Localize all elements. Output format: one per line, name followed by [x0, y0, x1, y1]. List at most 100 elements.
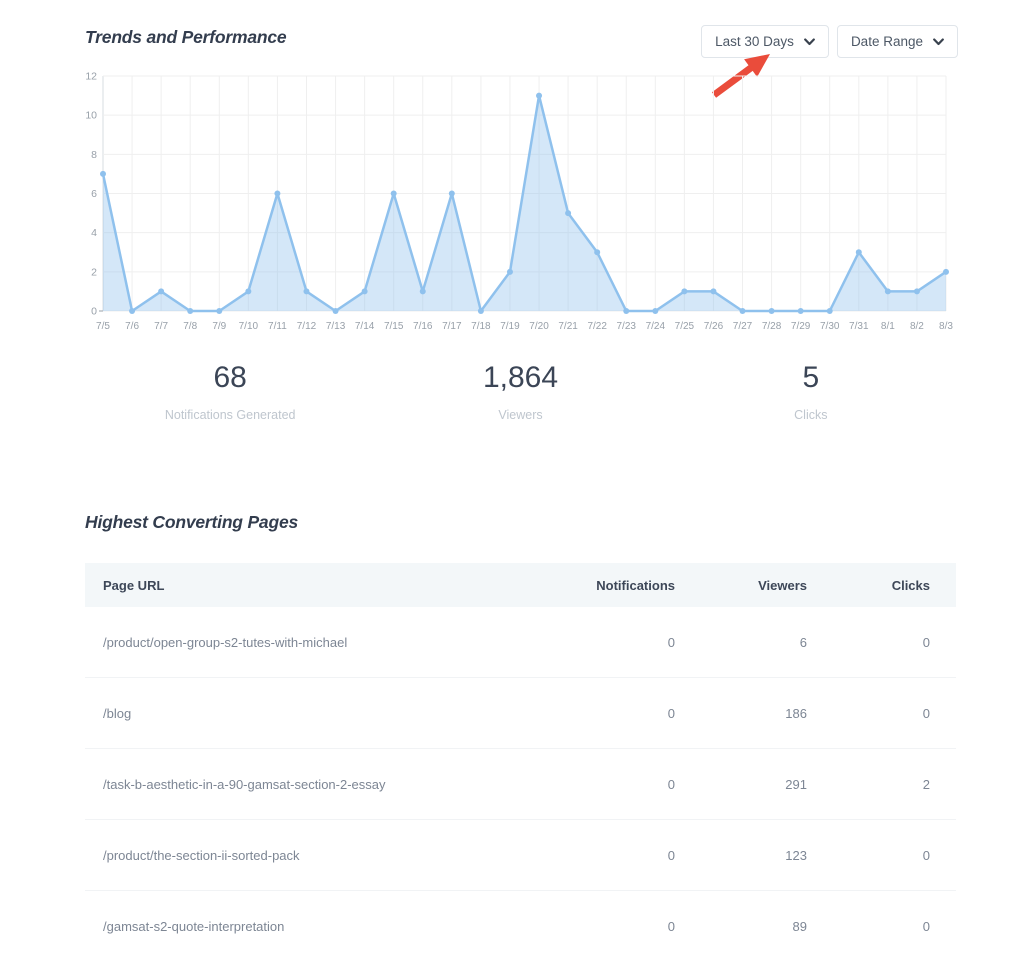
data-point — [797, 308, 804, 314]
filter-controls: Last 30 Days Date Range — [701, 25, 958, 58]
chevron-down-icon — [804, 37, 815, 45]
x-axis-tick-label: 7/11 — [268, 321, 287, 332]
clicks-cell: 0 — [922, 705, 930, 721]
column-header-page-url: Page URL — [103, 577, 165, 593]
table-header-row: Page URL Notifications Viewers Clicks — [85, 563, 956, 607]
notifications-cell: 0 — [667, 776, 675, 792]
table-row: /task-b-aesthetic-in-a-90-gamsat-section… — [85, 749, 956, 820]
data-point — [739, 308, 746, 314]
x-axis-tick-label: 7/29 — [791, 321, 811, 332]
x-axis-tick-label: 7/13 — [326, 321, 346, 332]
x-axis-tick-label: 7/18 — [471, 321, 491, 332]
column-header-notifications: Notifications — [596, 577, 675, 593]
time-range-dropdown-label: Last 30 Days — [715, 34, 794, 49]
stat-value: 68 — [213, 361, 247, 394]
stat-value: 1,864 — [482, 361, 559, 394]
data-point — [913, 288, 920, 295]
viewers-cell: 123 — [785, 847, 807, 863]
x-axis-tick-label: 8/1 — [881, 321, 895, 332]
data-point — [216, 308, 223, 314]
data-point — [652, 308, 659, 314]
x-axis-tick-label: 7/5 — [96, 321, 110, 332]
y-axis-tick-label: 0 — [91, 306, 97, 318]
x-axis-tick-label: 7/16 — [413, 321, 433, 332]
x-axis-tick-label: 7/19 — [500, 321, 520, 332]
data-point — [361, 288, 368, 295]
pages-section-title: Highest Converting Pages — [85, 512, 299, 532]
table-row: /gamsat-s2-quote-interpretation 0 89 0 — [85, 891, 956, 956]
x-axis-tick-label: 7/22 — [587, 321, 607, 332]
data-point — [623, 308, 630, 314]
table-row: /blog 0 186 0 — [85, 678, 956, 749]
summary-stats: 68 Notifications Generated 1,864 Viewers… — [85, 361, 956, 423]
data-point — [303, 288, 310, 295]
y-axis-tick-label: 8 — [91, 149, 97, 161]
table-body: /product/open-group-s2-tutes-with-michae… — [85, 607, 956, 956]
stat-label: Viewers — [498, 408, 543, 422]
date-range-dropdown[interactable]: Date Range — [836, 25, 958, 58]
x-axis-tick-label: 7/9 — [212, 321, 226, 332]
x-axis-tick-label: 7/6 — [125, 321, 139, 332]
x-axis-tick-label: 7/7 — [154, 321, 168, 332]
x-axis-tick-label: 7/15 — [384, 321, 404, 332]
page-url-cell: /blog — [103, 705, 132, 721]
area-fill — [103, 95, 946, 311]
data-point — [390, 190, 397, 197]
data-point — [506, 268, 513, 275]
data-point — [274, 190, 281, 197]
x-axis-tick-label: 8/2 — [910, 321, 924, 332]
data-point — [681, 288, 688, 295]
clicks-cell: 2 — [922, 776, 930, 792]
data-point — [943, 268, 949, 275]
data-point — [245, 288, 252, 295]
trend-line — [101, 94, 948, 313]
data-point — [594, 249, 601, 256]
data-point — [477, 308, 484, 314]
data-point — [826, 308, 833, 314]
data-point — [187, 308, 194, 314]
trends-chart-container: 0 2 4 6 8 10 12 7/5 7/6 7/7 7/8 7/9 7/10 7/11 7/12 7/13… — [85, 70, 956, 338]
notifications-cell: 0 — [667, 847, 675, 863]
page-url-cell: /gamsat-s2-quote-interpretation — [103, 918, 285, 934]
x-axis-tick-label: 7/25 — [675, 321, 695, 332]
x-axis-tick-label: 7/24 — [646, 321, 666, 332]
notifications-cell: 0 — [667, 705, 675, 721]
stat-value: 5 — [802, 361, 820, 394]
x-axis-tick-label: 8/3 — [939, 321, 953, 332]
stat-clicks: 5 Clicks — [666, 361, 956, 423]
viewers-cell: 6 — [799, 634, 807, 650]
x-axis-tick-label: 7/21 — [558, 321, 578, 332]
data-point — [100, 170, 106, 177]
data-point — [158, 288, 165, 295]
data-point — [419, 288, 426, 295]
time-range-dropdown[interactable]: Last 30 Days — [701, 25, 829, 58]
x-axis-tick-label: 7/10 — [239, 321, 259, 332]
data-point — [768, 308, 775, 314]
data-point — [855, 249, 862, 256]
x-axis-tick-label: 7/12 — [297, 321, 317, 332]
data-point — [884, 288, 891, 295]
data-point — [129, 308, 136, 314]
stat-notifications-generated: 68 Notifications Generated — [85, 361, 375, 423]
stat-viewers: 1,864 Viewers — [375, 361, 665, 423]
y-axis-tick-label: 12 — [85, 71, 97, 83]
notifications-cell: 0 — [667, 918, 675, 934]
x-axis-tick-label: 7/17 — [442, 321, 462, 332]
y-axis-tick-label: 6 — [91, 188, 97, 200]
x-axis-tick-label: 7/23 — [617, 321, 637, 332]
trends-chart: 0 2 4 6 8 10 12 7/5 7/6 7/7 7/8 7/9 7/10 7/11 7/12 7/13… — [85, 71, 953, 333]
clicks-cell: 0 — [922, 918, 930, 934]
clicks-cell: 0 — [922, 634, 930, 650]
converting-pages-table: Page URL Notifications Viewers Clicks /p… — [85, 563, 956, 956]
table-row: /product/the-section-ii-sorted-pack 0 123 0 — [85, 820, 956, 891]
x-axis-tick-label: 7/26 — [704, 321, 724, 332]
data-point — [565, 210, 572, 217]
x-axis-tick-label: 7/30 — [820, 321, 840, 332]
y-axis-tick-label: 4 — [91, 227, 97, 239]
data-point — [710, 288, 717, 295]
x-axis-tick-label: 7/20 — [529, 321, 549, 332]
viewers-cell: 186 — [785, 705, 807, 721]
table-row: /product/open-group-s2-tutes-with-michae… — [85, 607, 956, 678]
page-url-cell: /product/the-section-ii-sorted-pack — [103, 847, 300, 863]
